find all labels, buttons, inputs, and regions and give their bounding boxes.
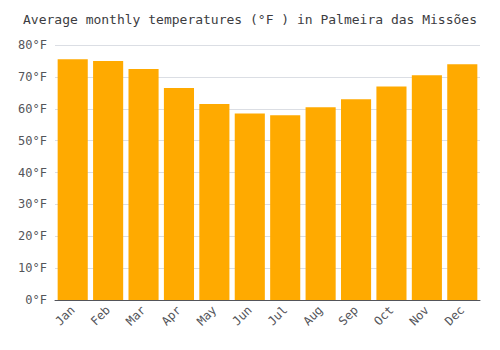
svg-text:0°F: 0°F [25, 293, 47, 307]
svg-text:60°F: 60°F [18, 102, 47, 116]
svg-text:20°F: 20°F [18, 229, 47, 243]
svg-text:Jun: Jun [230, 303, 255, 328]
svg-text:Jan: Jan [52, 303, 77, 328]
svg-text:Aug: Aug [300, 303, 325, 328]
svg-text:May: May [194, 303, 219, 328]
svg-text:Feb: Feb [88, 303, 113, 328]
svg-text:Dec: Dec [442, 303, 467, 328]
svg-text:80°F: 80°F [18, 38, 47, 52]
svg-text:Mar: Mar [123, 303, 148, 328]
svg-text:70°F: 70°F [18, 70, 47, 84]
svg-text:Nov: Nov [407, 303, 432, 328]
svg-text:Average monthly temperatures (: Average monthly temperatures (°F ) in Pa… [23, 12, 477, 27]
svg-text:10°F: 10°F [18, 261, 47, 275]
svg-text:Apr: Apr [159, 303, 184, 328]
svg-text:50°F: 50°F [18, 134, 47, 148]
svg-text:Sep: Sep [336, 303, 361, 328]
svg-text:30°F: 30°F [18, 197, 47, 211]
svg-text:Jul: Jul [265, 303, 290, 328]
svg-text:Oct: Oct [371, 303, 396, 328]
svg-text:40°F: 40°F [18, 166, 47, 180]
